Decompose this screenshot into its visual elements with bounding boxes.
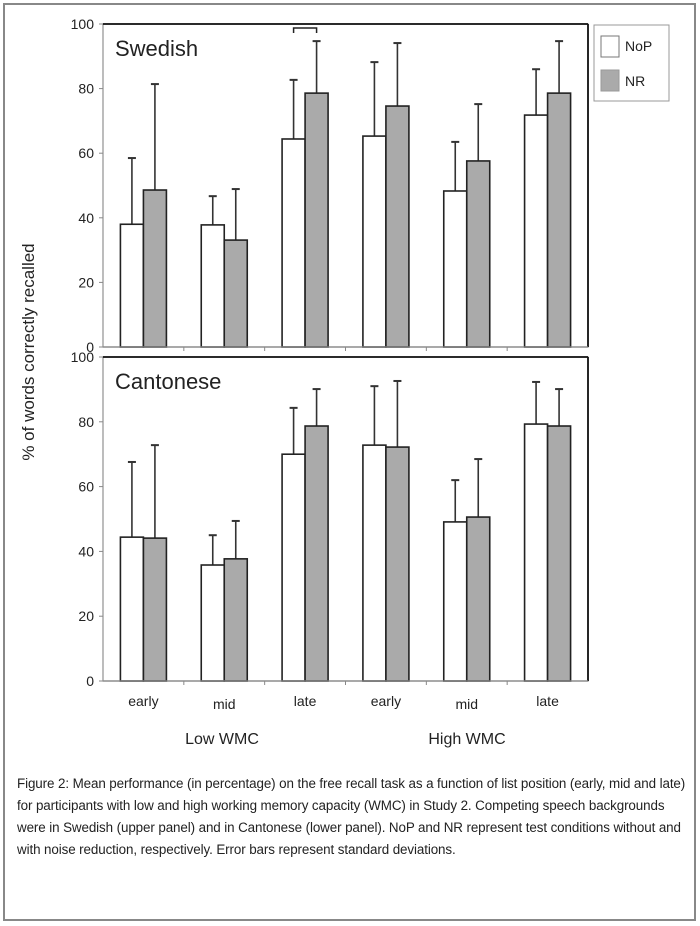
bar-nop (200, 564, 226, 682)
bar-nop (281, 453, 306, 682)
legend-label-nr: NR (625, 73, 645, 89)
plot-area-swedish (102, 23, 589, 348)
bar-nr (465, 516, 491, 682)
panel-title-swedish: Swedish (115, 36, 198, 61)
x-tick-label: mid (455, 696, 478, 712)
legend-swatch-nr (600, 69, 620, 92)
bar-nop (523, 423, 549, 682)
bar-nr (385, 446, 410, 682)
panel-swedish: 0 20 40 60 80 100 Swedish (71, 16, 589, 355)
bar-nop (119, 536, 145, 682)
group-label-high-wmc: High WMC (428, 731, 505, 748)
bar-nop (442, 521, 468, 682)
bar-nr (546, 425, 572, 682)
legend-swatch-nop (600, 35, 620, 58)
x-tick-label: mid (213, 696, 236, 712)
bar-nr (223, 239, 249, 348)
bar-nop (523, 114, 549, 348)
bar-nr (304, 425, 329, 682)
bar-nop (119, 223, 145, 348)
bar-nr (142, 189, 168, 348)
panel-title-cantonese: Cantonese (115, 369, 221, 394)
x-tick-label: early (371, 693, 401, 709)
y-tick-label: 100 (71, 349, 95, 365)
figure-frame (3, 3, 696, 921)
y-tick-label: 0 (86, 339, 94, 355)
legend-label-nop: NoP (625, 38, 652, 54)
bar-nop (362, 444, 387, 682)
y-tick-label: 60 (78, 479, 94, 495)
bar-nop (200, 224, 226, 348)
panel-cantonese: 0 20 40 60 80 100 Cantonese early mid late early mi… (71, 349, 589, 712)
y-tick-label: 40 (78, 543, 94, 559)
y-axis-label: % of words correctly recalled (19, 243, 38, 460)
y-tick-label: 0 (86, 673, 94, 689)
plot-area-cantonese (102, 356, 589, 682)
bar-nop (442, 190, 468, 348)
y-tick-label: 80 (78, 81, 94, 97)
y-tick-label: 60 (78, 145, 94, 161)
bar-nop (281, 138, 306, 348)
bar-nr (142, 537, 168, 682)
bar-nr (385, 105, 410, 348)
y-tick-label: 20 (78, 274, 94, 290)
bar-nop (362, 135, 387, 348)
y-tick-label: 20 (78, 608, 94, 624)
y-tick-label: 40 (78, 210, 94, 226)
significance-bracket (292, 27, 318, 33)
legend: NoP NR (593, 24, 670, 102)
bar-nr (465, 160, 491, 348)
y-tick-label: 80 (78, 414, 94, 430)
x-tick-label: late (536, 693, 559, 709)
x-tick-label: early (128, 693, 158, 709)
figure-caption: Figure 2: Mean performance (in percentag… (17, 776, 686, 857)
x-tick-label: late (294, 693, 317, 709)
bar-nr (223, 558, 249, 682)
bar-nr (546, 92, 572, 348)
y-tick-label: 100 (71, 16, 95, 32)
group-label-low-wmc: Low WMC (185, 731, 259, 748)
bar-nr (304, 92, 329, 348)
